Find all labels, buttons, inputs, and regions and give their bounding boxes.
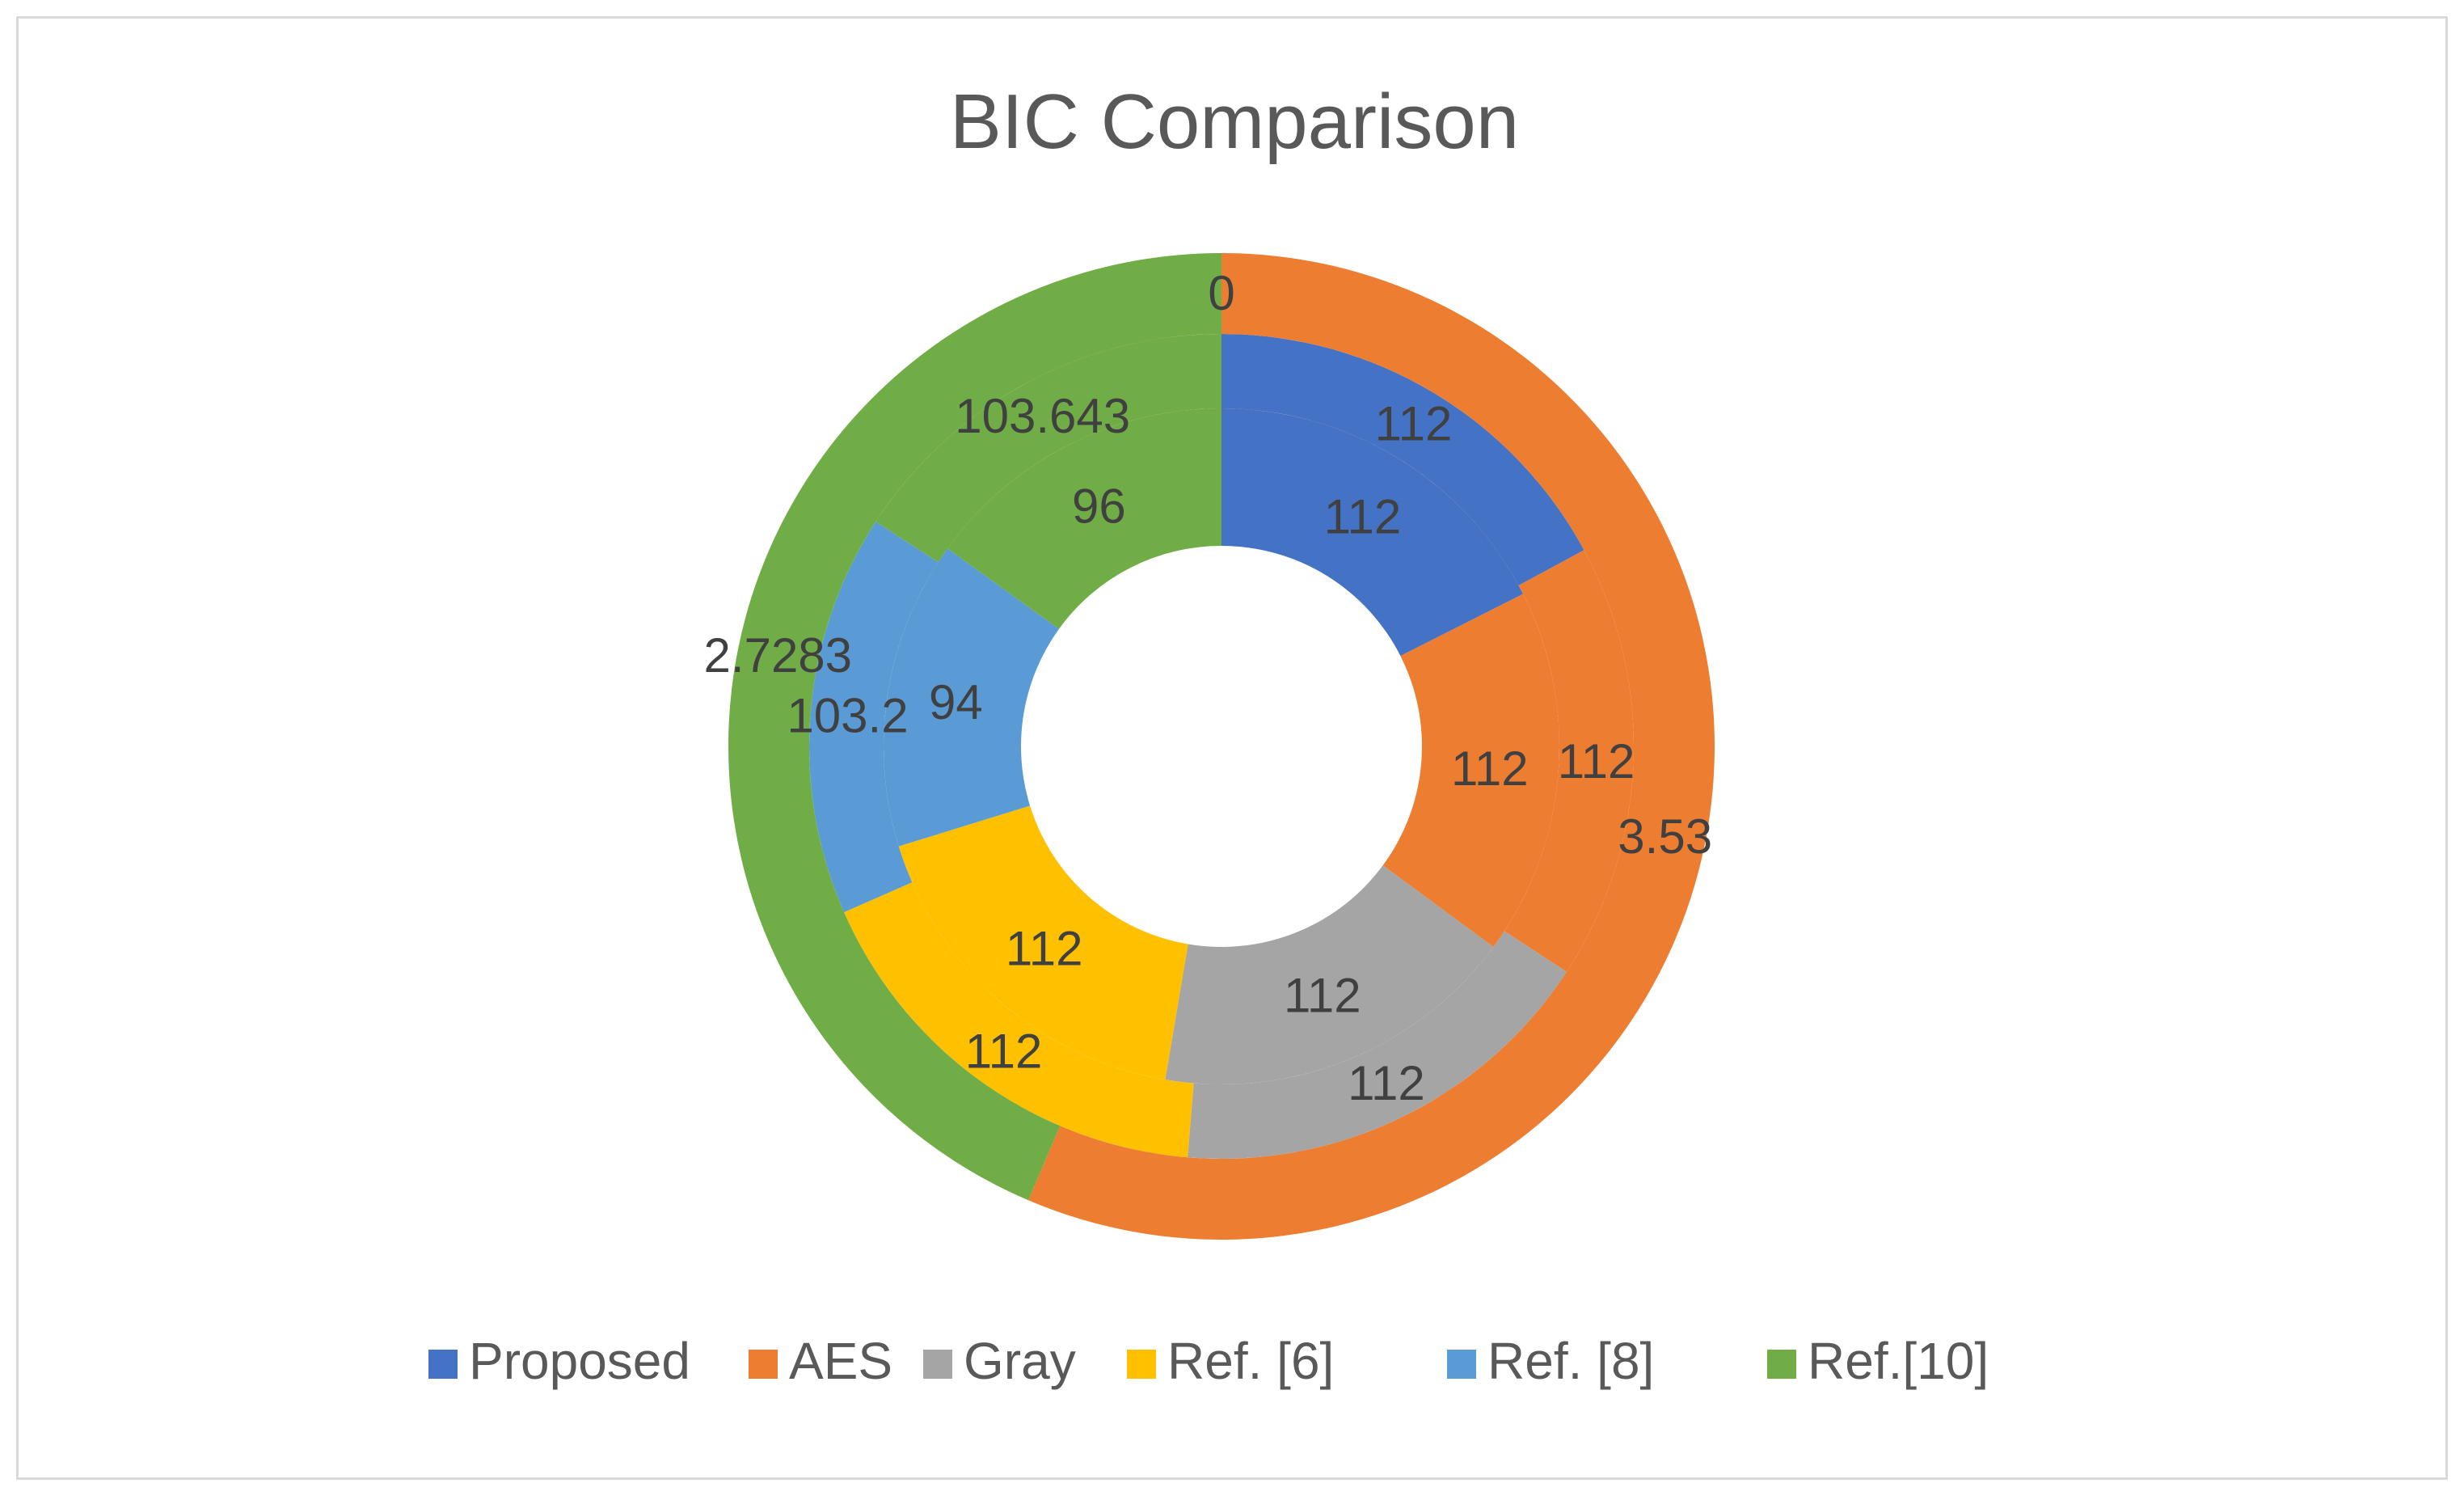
- ring-3-slice-aes: [1028, 253, 1715, 1240]
- doughnut-rings: [728, 253, 1715, 1240]
- data-labels: 112 112 112 112 94 96 112 112 112 112 103.2 103.643…: [704, 266, 1713, 1110]
- ring-3-slice-ref-10: [728, 253, 1221, 1201]
- legend-label-ref-6: Ref. [6]: [1167, 1332, 1334, 1390]
- data-label-ring-1-ref-10: 96: [1072, 480, 1126, 534]
- legend-item-gray: Gray: [923, 1332, 1076, 1390]
- data-label-ring-1-aes: 112: [1451, 742, 1529, 796]
- data-label-ring-3-ref-10: 2.7283: [704, 628, 853, 682]
- legend-item-ref-8: Ref. [8]: [1447, 1332, 1654, 1390]
- ring-1-slice-ref-8: [884, 548, 1059, 847]
- legend-item-proposed: Proposed: [428, 1332, 690, 1390]
- legend: Proposed AES Gray Ref. [6] Ref. [8] Ref.[10]: [428, 1332, 1989, 1390]
- data-label-ring-2-proposed: 112: [1375, 396, 1453, 450]
- ring-1-slice-proposed: [1221, 408, 1524, 657]
- data-label-ring-2-ref-6: 112: [965, 1025, 1043, 1079]
- legend-swatch-ref-10: [1767, 1350, 1796, 1379]
- ring-1-slice-aes: [1382, 594, 1559, 948]
- legend-swatch-ref-8: [1447, 1350, 1476, 1379]
- ring-2-slice-proposed: [1221, 334, 1584, 586]
- data-label-ring-3-aes: 3.53: [1618, 809, 1712, 864]
- data-label-ring-2-ref-8: 103.2: [787, 688, 908, 742]
- legend-label-ref-10: Ref.[10]: [1808, 1332, 1989, 1390]
- chart-area: BIC Comparison 112 112 112 112 94 96 112 112 112…: [16, 16, 2448, 1480]
- ring-1-slice-gray: [1165, 865, 1494, 1084]
- ring-2-slice-aes: [1504, 550, 1634, 972]
- ring-2-slice-ref-8: [809, 522, 939, 913]
- data-label-ring-2-gray: 112: [1348, 1056, 1425, 1110]
- legend-swatch-proposed: [428, 1350, 458, 1379]
- ring-2-slice-ref-10: [875, 334, 1221, 563]
- data-label-ring-2-ref-10: 103.643: [955, 389, 1130, 443]
- legend-label-gray: Gray: [964, 1332, 1076, 1390]
- data-label-ring-1-proposed: 112: [1324, 489, 1402, 543]
- legend-swatch-gray: [923, 1350, 952, 1379]
- ring-2-slice-gray: [1188, 931, 1567, 1159]
- ring-2-slice-ref-6: [844, 882, 1194, 1158]
- chart-title: BIC Comparison: [950, 78, 1519, 165]
- data-label-ring-2-aes: 112: [1558, 734, 1635, 788]
- legend-item-ref-10: Ref.[10]: [1767, 1332, 1989, 1390]
- legend-swatch-ref-6: [1127, 1350, 1156, 1379]
- legend-item-aes: AES: [749, 1332, 892, 1390]
- legend-label-ref-8: Ref. [8]: [1487, 1332, 1654, 1390]
- data-label-ring-1-gray: 112: [1284, 969, 1361, 1023]
- ring-1-slice-ref-10: [947, 408, 1221, 629]
- ring-1-slice-ref-6: [898, 805, 1188, 1080]
- legend-item-ref-6: Ref. [6]: [1127, 1332, 1334, 1390]
- legend-label-proposed: Proposed: [469, 1332, 690, 1390]
- doughnut-chart: BIC Comparison 1121121121129496112112112…: [428, 78, 1989, 1390]
- data-label-ring-1-ref-6: 112: [1006, 922, 1083, 976]
- legend-swatch-aes: [749, 1350, 778, 1379]
- data-label-ring-3-proposed: 0: [1208, 266, 1234, 320]
- legend-label-aes: AES: [789, 1332, 892, 1390]
- data-label-ring-1-ref-8: 94: [929, 675, 983, 729]
